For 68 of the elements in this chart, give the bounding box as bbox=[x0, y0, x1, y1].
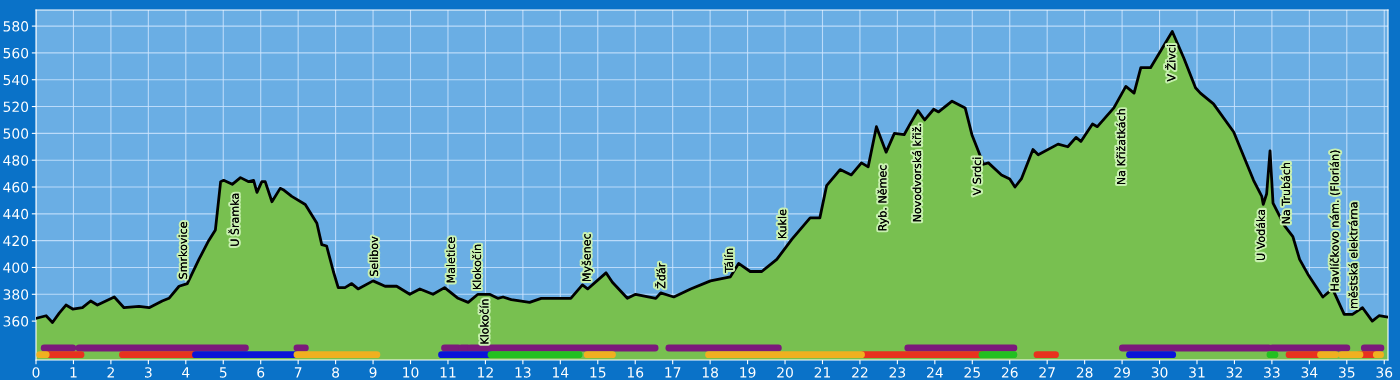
x-tick-label: 23 bbox=[889, 367, 906, 378]
x-tick-label: 4 bbox=[182, 367, 190, 378]
x-tick-label: 22 bbox=[852, 367, 868, 378]
x-tick-label: 11 bbox=[440, 367, 456, 378]
x-tick-label: 14 bbox=[553, 367, 569, 378]
annotation: Selibov bbox=[369, 236, 379, 276]
x-tick-label: 0 bbox=[32, 367, 40, 378]
x-tick-label: 25 bbox=[964, 367, 980, 378]
y-tick-label: 380 bbox=[3, 289, 29, 300]
y-tick-label: 460 bbox=[3, 181, 29, 193]
x-tick-label: 12 bbox=[478, 367, 493, 378]
x-tick-label: 3 bbox=[145, 367, 152, 378]
y-tick-label: 360 bbox=[3, 316, 29, 327]
x-tick-label: 9 bbox=[369, 367, 377, 378]
x-tick-label: 5 bbox=[219, 367, 227, 378]
y-tick-label: 440 bbox=[3, 208, 29, 220]
annotation: Na Trubách bbox=[1281, 162, 1291, 224]
x-tick-label: 1 bbox=[70, 367, 77, 378]
x-tick-label: 35 bbox=[1339, 367, 1355, 378]
x-tick-label: 16 bbox=[627, 367, 644, 378]
annotation: Myšenec bbox=[581, 233, 593, 281]
annotation: V Živci bbox=[1165, 45, 1176, 82]
annotation: Kukle bbox=[777, 209, 787, 239]
x-tick-label: 20 bbox=[777, 367, 793, 378]
annotation: Novodvorská křiž. bbox=[912, 124, 922, 222]
x-tick-label: 36 bbox=[1376, 367, 1393, 378]
x-tick-label: 17 bbox=[665, 367, 681, 378]
y-tick-label: 400 bbox=[3, 262, 29, 273]
annotation: Klokočín bbox=[472, 244, 482, 290]
x-tick-label: 7 bbox=[294, 367, 302, 378]
annotation: Žďár bbox=[654, 262, 666, 289]
y-tick-label: 540 bbox=[3, 74, 29, 86]
x-tick-label: 33 bbox=[1264, 367, 1280, 378]
y-tick-label: 520 bbox=[3, 101, 29, 113]
x-tick-label: 21 bbox=[814, 367, 831, 378]
x-tick-label: 29 bbox=[1114, 367, 1130, 378]
annotation: Klokočín bbox=[479, 299, 489, 344]
y-tick-label: 560 bbox=[3, 47, 29, 59]
annotation: U Šramka bbox=[228, 193, 239, 246]
x-tick-label: 31 bbox=[1189, 367, 1205, 378]
x-tick-label: 13 bbox=[515, 367, 531, 378]
x-tick-label: 27 bbox=[1039, 367, 1055, 378]
y-tick-label: 480 bbox=[3, 155, 29, 166]
x-tick-label: 30 bbox=[1151, 367, 1168, 378]
annotation: Maletice bbox=[446, 237, 455, 283]
y-tick-label: 500 bbox=[3, 128, 29, 139]
y-tick-label: 420 bbox=[3, 235, 29, 247]
x-tick-label: 15 bbox=[590, 367, 606, 378]
x-tick-label: 2 bbox=[107, 367, 114, 378]
x-tick-label: 6 bbox=[257, 367, 265, 378]
annotation: Havlíčkovo nám. (Florián) bbox=[1329, 150, 1341, 291]
x-tick-label: 26 bbox=[1001, 367, 1018, 378]
x-tick-label: 34 bbox=[1301, 367, 1318, 378]
annotation: Na Křižatkách bbox=[1116, 109, 1126, 185]
annotation: Tálín bbox=[724, 248, 734, 273]
x-tick-label: 32 bbox=[1226, 367, 1242, 378]
annotation: městská elektrárna bbox=[1348, 202, 1358, 308]
annotation: Ryb. Němec bbox=[877, 165, 889, 231]
x-tick-label: 19 bbox=[740, 367, 756, 378]
x-tick-label: 8 bbox=[332, 367, 340, 378]
annotation: Smrkovice bbox=[178, 222, 188, 279]
x-tick-label: 10 bbox=[403, 367, 419, 378]
annotation: U Vodáka bbox=[1255, 209, 1266, 261]
annotation: V Srdci bbox=[972, 157, 982, 196]
y-tick-label: 580 bbox=[3, 21, 29, 32]
x-tick-label: 28 bbox=[1076, 367, 1093, 378]
x-tick-label: 18 bbox=[702, 367, 719, 378]
x-tick-label: 24 bbox=[927, 367, 943, 378]
